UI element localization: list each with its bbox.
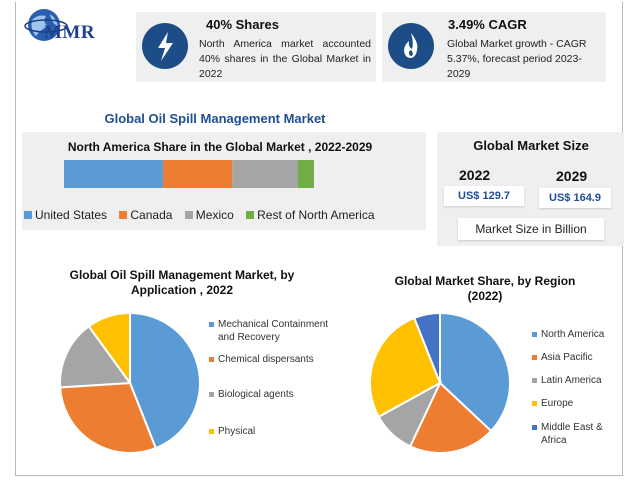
- logo: [24, 6, 124, 46]
- bar-segment-mexico: [232, 160, 298, 188]
- globe-icon: [24, 9, 68, 41]
- bar-segment-united-states: [64, 160, 164, 188]
- application-pie-legend: Mechanical Containment and Recovery Chemi…: [209, 318, 329, 448]
- legend-label-canada: Canada: [130, 208, 173, 222]
- region-pie-legend: North America Asia Pacific Latin America Eu…: [532, 328, 627, 458]
- legend-swatch: [209, 322, 214, 327]
- legend-label: Chemical dispersants: [218, 354, 314, 365]
- cagr-text: Global Market growth - CAGR 5.37%, forec…: [447, 38, 587, 80]
- shares-title: 40% Shares: [206, 17, 279, 32]
- legend-label: Europe: [541, 398, 574, 409]
- cagr-title: 3.49% CAGR: [448, 17, 527, 32]
- legend-swatch: [532, 332, 537, 337]
- pie-slice-middle-east-africa: [412, 311, 441, 384]
- legend-label-us: United States: [35, 208, 108, 222]
- logo-text: MMR: [44, 22, 96, 43]
- bar-chart-title: North America Share in the Global Market…: [67, 140, 373, 154]
- legend-swatch: [532, 401, 537, 406]
- pie-slice-asia-pacific: [408, 381, 493, 454]
- region-pie-title: Global Market Share, by Region (2022): [394, 274, 576, 303]
- legend-swatch-canada: [119, 211, 128, 219]
- legend-label-rest: Rest of North America: [257, 208, 375, 222]
- application-pie-chart: [59, 311, 201, 454]
- legend-swatch: [532, 378, 537, 383]
- legend-label: Mechanical Containment and Recovery: [218, 319, 329, 343]
- legend-swatch: [209, 357, 214, 362]
- value-2022: US$ 129.7: [444, 186, 524, 206]
- bar-segment-rest-of-north-america: [297, 160, 314, 188]
- year-2029: 2029: [556, 168, 588, 184]
- bar-legend: United States Canada Mexico Rest of Nort…: [24, 208, 424, 222]
- flame-icon: [388, 23, 434, 69]
- pie-slice-physical: [87, 311, 131, 387]
- pie-slice-mechanical-containment-and-recovery: [129, 311, 201, 450]
- market-size-title: Global Market Size: [473, 138, 589, 153]
- pie-slice-chemical-dispersants: [59, 381, 158, 454]
- stacked-bar-chart: [64, 160, 314, 188]
- legend-swatch-mexico: [184, 211, 193, 219]
- legend-label: Biological agents: [218, 389, 294, 400]
- legend-label: Physical: [218, 426, 256, 437]
- pie-slice-biological-agents: [59, 324, 132, 389]
- legend-swatch: [209, 429, 214, 434]
- legend-label: Middle East & Africa: [541, 422, 603, 446]
- year-2022: 2022: [459, 167, 491, 183]
- lightning-icon: [142, 23, 188, 69]
- legend-label: Asia Pacific: [541, 352, 593, 363]
- legend-swatch: [209, 392, 214, 397]
- legend-label: Latin America: [541, 375, 602, 386]
- region-pie-chart: [369, 311, 511, 454]
- legend-swatch: [532, 355, 537, 360]
- market-size-unit: Market Size in Billion: [458, 218, 604, 240]
- legend-label: North America: [541, 329, 605, 340]
- value-2029: US$ 164.9: [539, 188, 611, 208]
- main-title: Global Oil Spill Management Market: [104, 111, 326, 126]
- shares-text: North America market accounted 40% share…: [199, 38, 371, 80]
- pie-slice-north-america: [439, 311, 511, 433]
- bar-segment-canada: [163, 160, 233, 188]
- application-pie-title: Global Oil Spill Management Market, by A…: [69, 268, 295, 297]
- legend-swatch-us: [24, 211, 32, 219]
- legend-swatch: [532, 425, 537, 430]
- pie-slice-europe: [369, 316, 442, 419]
- legend-swatch-rest: [246, 211, 255, 219]
- legend-label-mexico: Mexico: [195, 208, 234, 222]
